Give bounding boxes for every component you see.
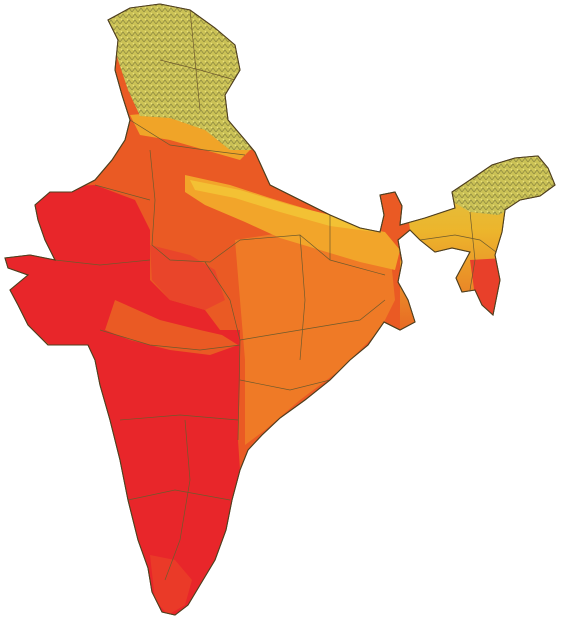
- boundary-lines: [54, 9, 501, 581]
- zone-high-south-tip: [150, 555, 192, 615]
- zone-himalaya-terrain: [100, 4, 252, 150]
- zone-high-central-patch: [150, 245, 225, 310]
- zone-highest-west: [5, 185, 240, 615]
- zone-medium-east: [235, 230, 395, 445]
- zone-low-foothills: [190, 180, 375, 232]
